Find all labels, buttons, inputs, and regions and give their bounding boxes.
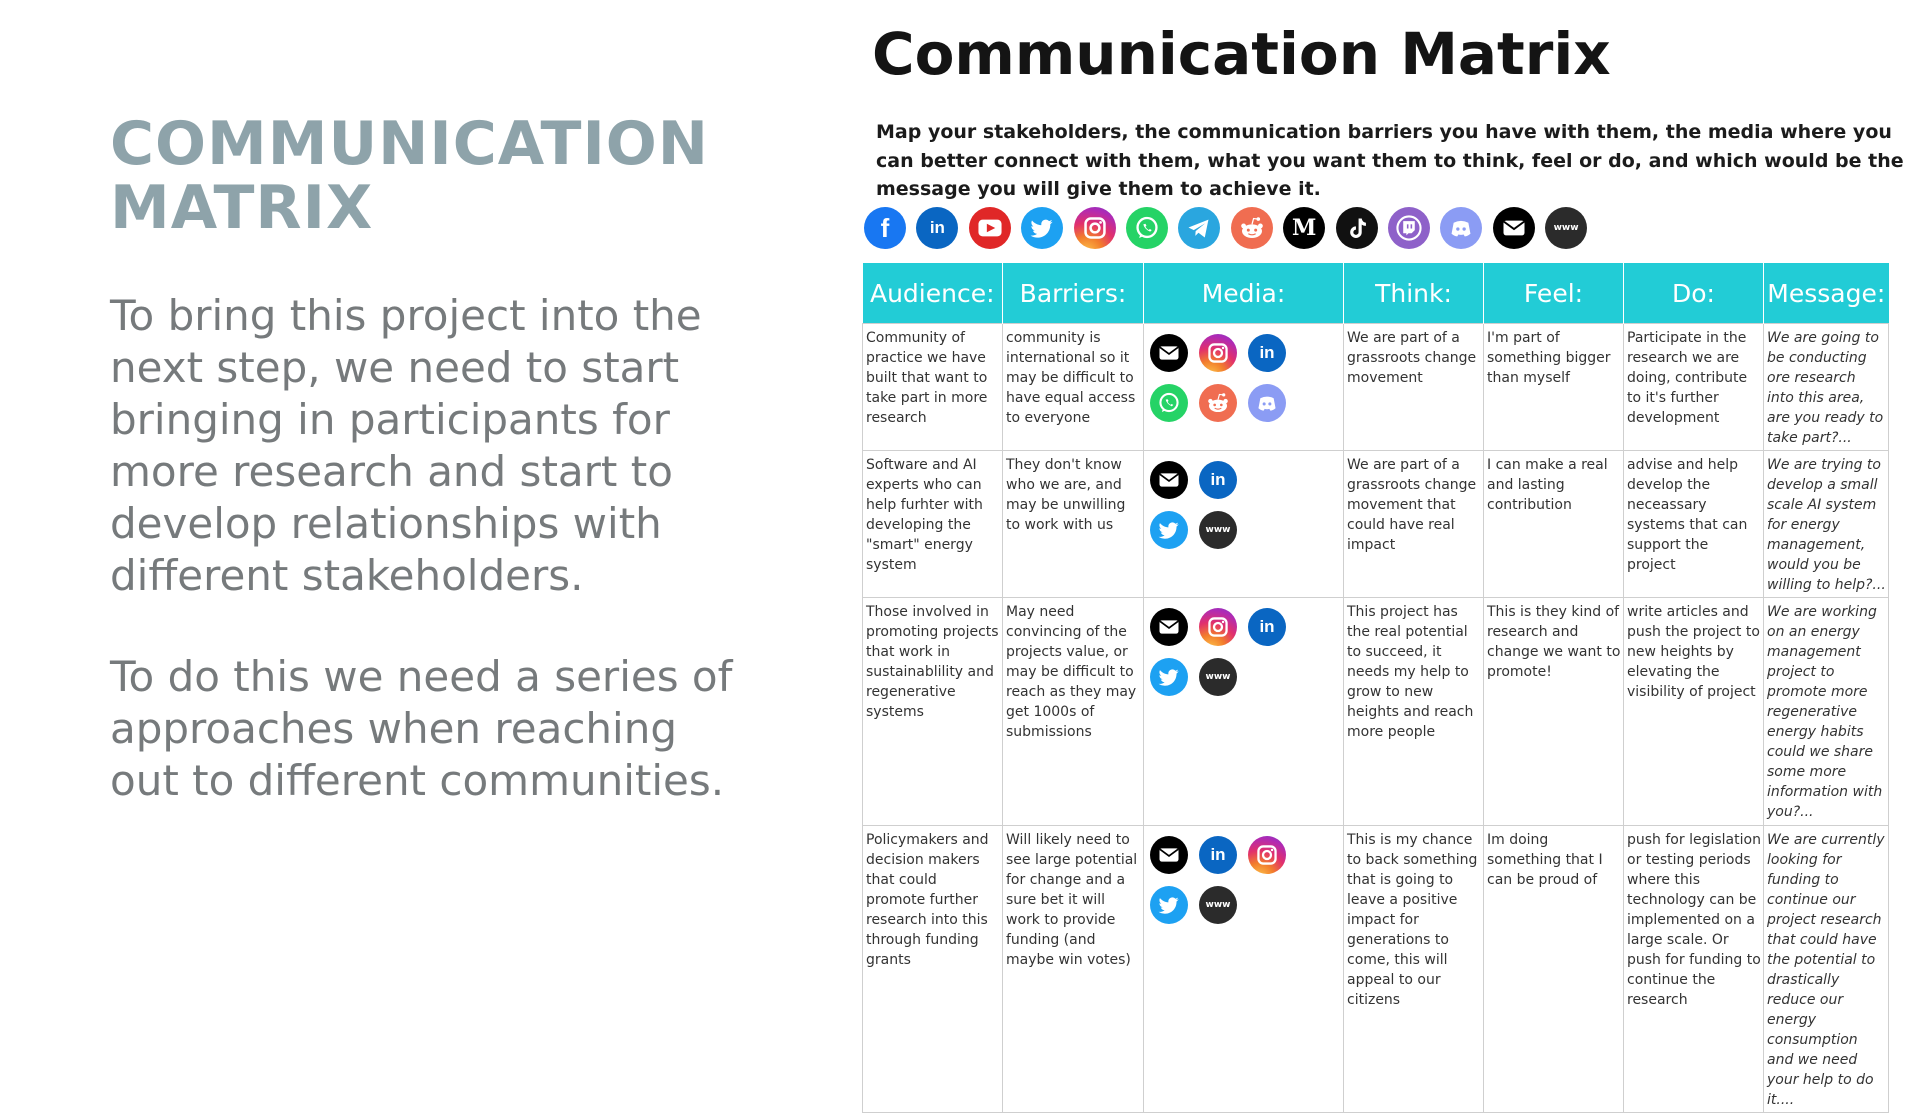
do-cell: Participate in the research we are doing… xyxy=(1623,323,1764,451)
instagram-icon xyxy=(1199,334,1237,372)
twitter-icon xyxy=(1150,886,1188,924)
feel-cell: I'm part of something bigger than myself xyxy=(1483,323,1624,451)
reddit-icon xyxy=(1199,384,1237,422)
email-icon xyxy=(1150,836,1188,874)
intro-paragraph: To bring this project into the next step… xyxy=(110,291,702,600)
media-icon-group: www xyxy=(1150,886,1341,924)
twitch-icon xyxy=(1387,207,1430,249)
think-cell: This project has the real potential to s… xyxy=(1343,597,1484,826)
linkedin-icon: in xyxy=(1248,334,1286,372)
header-barriers: Barriers: xyxy=(1002,263,1144,324)
think-cell: This is my chance to back something that… xyxy=(1343,825,1484,1113)
email-icon xyxy=(1150,461,1188,499)
audience-cell: Community of practice we have built that… xyxy=(862,323,1003,451)
feel-cell: I can make a real and lasting contributi… xyxy=(1483,450,1624,598)
whatsapp-icon xyxy=(1125,207,1168,249)
linkedin-icon: in xyxy=(916,207,959,249)
table-row: Software and AI experts who can help fur… xyxy=(862,450,1889,598)
instagram-icon xyxy=(1248,836,1286,874)
message-cell: We are currently looking for funding to … xyxy=(1763,825,1889,1113)
twitter-icon xyxy=(1021,207,1064,249)
www-icon: www xyxy=(1199,658,1237,696)
discord-icon xyxy=(1440,207,1483,249)
www-icon: www xyxy=(1545,207,1588,249)
slide-title-line2: MATRIX xyxy=(110,173,374,243)
instagram-icon xyxy=(1199,608,1237,646)
barriers-cell: They don't know who we are, and may be u… xyxy=(1002,450,1144,598)
media-icon-group: www xyxy=(1150,658,1341,696)
think-cell: We are part of a grassroots change movem… xyxy=(1343,323,1484,451)
header-do: Do: xyxy=(1623,263,1764,324)
header-message: Message: xyxy=(1763,263,1889,324)
communication-matrix-table: Audience: Barriers: Media: Think: Feel: … xyxy=(862,263,1889,1113)
tiktok-icon xyxy=(1335,207,1378,249)
email-icon xyxy=(1492,207,1535,249)
youtube-icon xyxy=(968,207,1011,249)
header-audience: Audience: xyxy=(862,263,1003,324)
header-row: Audience: Barriers: Media: Think: Feel: … xyxy=(862,263,1889,324)
do-cell: advise and help develop the neceassary s… xyxy=(1623,450,1764,598)
header-think: Think: xyxy=(1343,263,1484,324)
think-cell: We are part of a grassroots change movem… xyxy=(1343,450,1484,598)
do-cell: write articles and push the project to n… xyxy=(1623,597,1764,826)
medium-icon: M xyxy=(1283,207,1326,249)
feel-cell: Im doing something that I can be proud o… xyxy=(1483,825,1624,1113)
media-icon-group: in xyxy=(1150,608,1341,646)
barriers-cell: May need convincing of the projects valu… xyxy=(1002,597,1144,826)
media-icon-group: in xyxy=(1150,461,1341,499)
audience-cell: Policymakers and decision makers that co… xyxy=(862,825,1003,1113)
matrix-instructions: Map your stakeholders, the communication… xyxy=(876,121,1904,200)
do-cell: push for legislation or testing periods … xyxy=(1623,825,1764,1113)
twitter-icon xyxy=(1150,658,1188,696)
facebook-icon: f xyxy=(864,207,906,249)
table-row: Those involved in promoting projects tha… xyxy=(862,597,1889,826)
linkedin-icon: in xyxy=(1199,836,1237,874)
media-cell: in www xyxy=(1143,450,1344,598)
reddit-icon xyxy=(1230,207,1273,249)
header-feel: Feel: xyxy=(1483,263,1624,324)
linkedin-icon: in xyxy=(1248,608,1286,646)
linkedin-icon: in xyxy=(1199,461,1237,499)
media-icon-group: in xyxy=(1150,334,1341,372)
media-icon-group xyxy=(1150,384,1341,422)
barriers-cell: community is international so it may be … xyxy=(1002,323,1144,451)
header-media: Media: xyxy=(1143,263,1344,324)
discord-icon xyxy=(1248,384,1286,422)
table-row: Policymakers and decision makers that co… xyxy=(862,825,1889,1113)
message-cell: We are trying to develop a small scale A… xyxy=(1763,450,1889,598)
matrix-title: Communication Matrix xyxy=(872,20,1611,88)
feel-cell: This is they kind of research and change… xyxy=(1483,597,1624,826)
message-cell: We are working on an energy management p… xyxy=(1763,597,1889,826)
slide-title-line1: COMMUNICATION xyxy=(110,109,709,179)
www-icon: www xyxy=(1199,886,1237,924)
media-cell: in www xyxy=(1143,597,1344,826)
media-icon-group: www xyxy=(1150,511,1341,549)
www-icon: www xyxy=(1199,511,1237,549)
media-cell: in xyxy=(1143,323,1344,451)
message-cell: We are going to be conducting ore resear… xyxy=(1763,323,1889,451)
email-icon xyxy=(1150,334,1188,372)
media-icon-group: in xyxy=(1150,836,1341,874)
telegram-icon xyxy=(1178,207,1221,249)
slide-title: COMMUNICATION MATRIX xyxy=(110,112,710,240)
instagram-icon xyxy=(1073,207,1116,249)
audience-cell: Software and AI experts who can help fur… xyxy=(862,450,1003,598)
table-row: Community of practice we have built that… xyxy=(862,323,1889,451)
whatsapp-icon xyxy=(1150,384,1188,422)
barriers-cell: Will likely need to see large potential … xyxy=(1002,825,1144,1113)
approach-paragraph: To do this we need a series of approache… xyxy=(110,652,733,805)
email-icon xyxy=(1150,608,1188,646)
audience-cell: Those involved in promoting projects tha… xyxy=(862,597,1003,826)
twitter-icon xyxy=(1150,511,1188,549)
media-cell: in www xyxy=(1143,825,1344,1113)
